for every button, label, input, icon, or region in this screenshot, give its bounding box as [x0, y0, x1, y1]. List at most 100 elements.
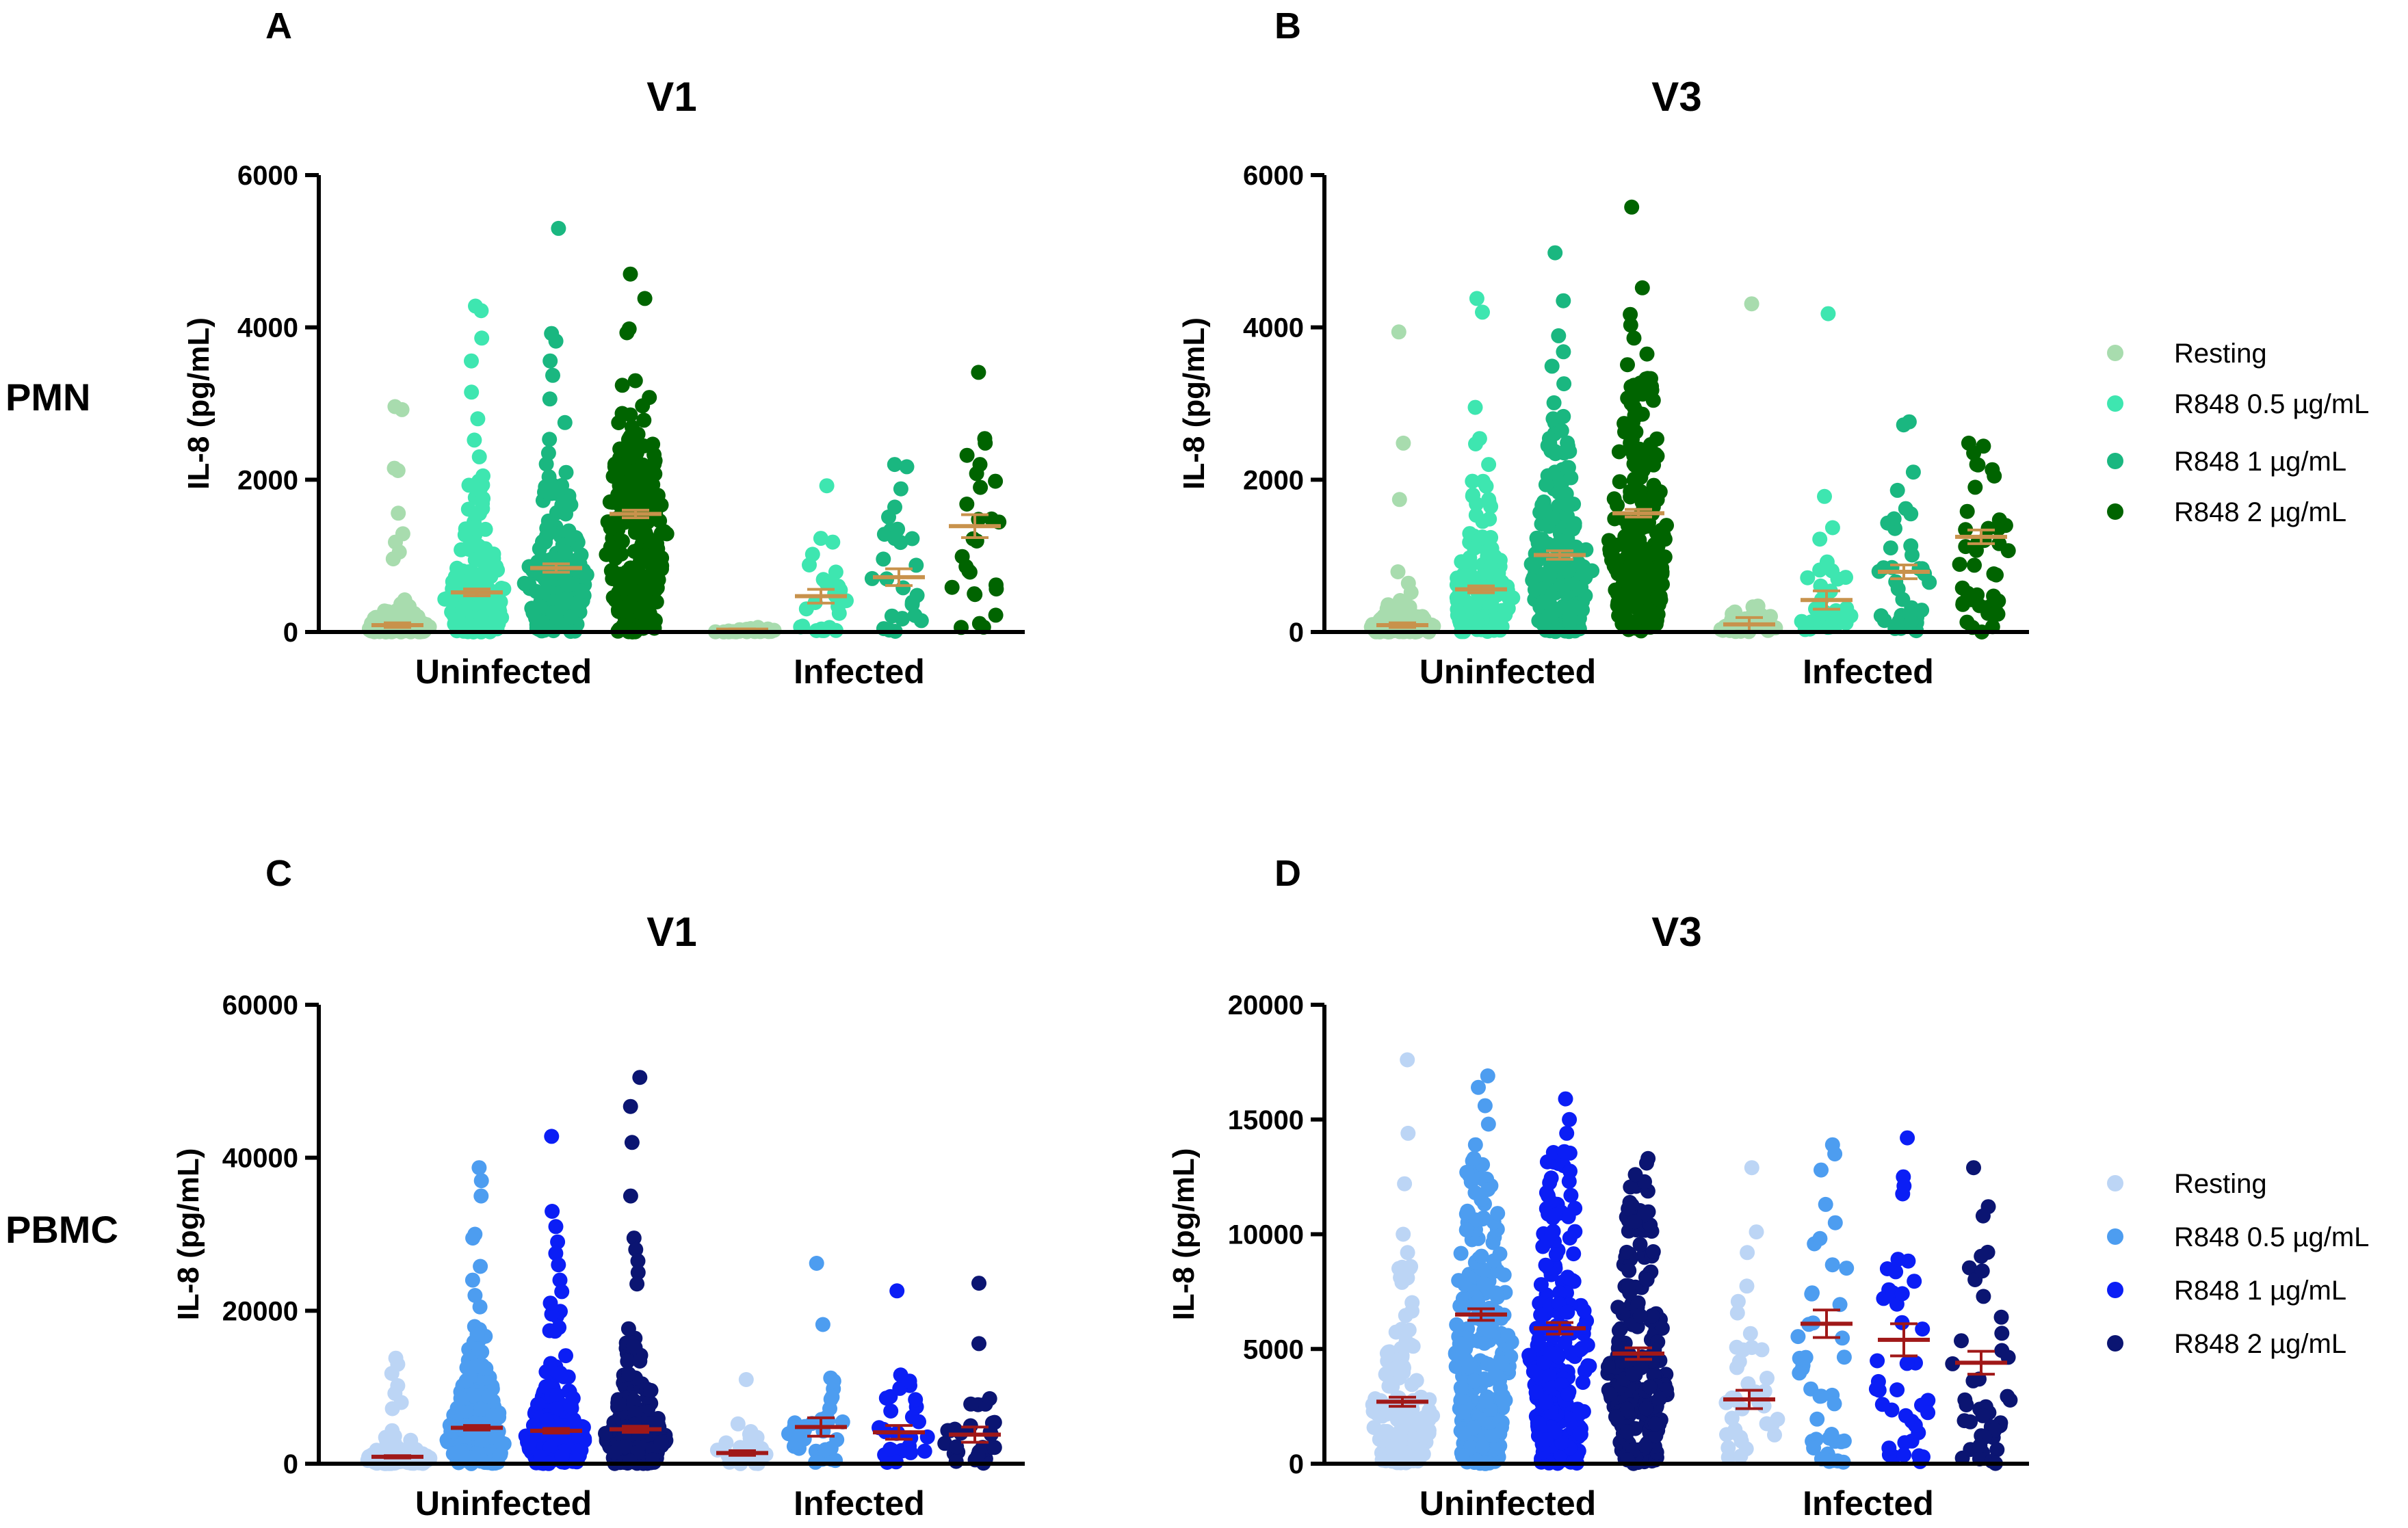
data-point — [969, 466, 984, 482]
data-point — [542, 1440, 558, 1455]
data-point — [1474, 1248, 1489, 1264]
data-point — [876, 551, 891, 567]
legend-top: Resting R848 0.5 µg/mL R848 1 µg/mL R848… — [2107, 339, 2369, 527]
data-point — [989, 581, 1004, 597]
y-tick-label: 15000 — [1228, 1105, 1304, 1135]
data-point — [1619, 1401, 1635, 1417]
data-point — [1538, 477, 1554, 492]
data-point — [488, 1430, 504, 1445]
data-point — [1576, 1303, 1592, 1319]
data-point — [1397, 1176, 1413, 1191]
data-point — [1744, 1160, 1759, 1176]
data-point — [611, 1397, 627, 1412]
data-point — [907, 607, 923, 623]
data-point — [899, 459, 915, 475]
y-tick-label: 2000 — [237, 465, 298, 495]
data-point — [1650, 590, 1666, 605]
data-point — [1744, 296, 1759, 312]
data-point — [1480, 1182, 1496, 1197]
data-point — [1559, 1125, 1575, 1141]
data-point — [904, 594, 920, 610]
data-point — [1645, 488, 1661, 504]
data-point — [1616, 596, 1632, 612]
data-point — [1986, 566, 2002, 581]
data-point — [1888, 1264, 1904, 1280]
data-point — [1409, 1373, 1424, 1388]
data-point — [1952, 557, 1967, 572]
data-point — [458, 1405, 473, 1421]
data-point — [1565, 1273, 1580, 1289]
data-point — [1559, 460, 1575, 475]
data-point — [1989, 1442, 2005, 1458]
data-point — [1533, 1277, 1549, 1293]
data-point — [550, 1234, 566, 1250]
legend-bottom: Resting R848 0.5 µg/mL R848 1 µg/mL R848… — [2107, 1169, 2369, 1359]
data-point — [554, 1448, 570, 1464]
data-point — [1639, 346, 1655, 362]
data-point — [540, 571, 556, 587]
data-point — [612, 462, 628, 477]
data-point — [1800, 570, 1816, 585]
panel-letter: D — [1274, 853, 1301, 894]
data-point — [1621, 1201, 1636, 1217]
data-point — [937, 1436, 953, 1451]
data-point — [466, 1388, 482, 1404]
data-point — [1544, 603, 1560, 619]
data-point — [718, 1435, 734, 1451]
x-group-label: Infected — [794, 653, 925, 691]
data-point — [884, 608, 900, 624]
legend-swatch-resting — [2107, 345, 2123, 361]
data-point — [464, 1272, 480, 1288]
data-point — [385, 551, 401, 567]
data-point — [623, 598, 638, 614]
legend-swatch-r848-1-pbmc — [2107, 1282, 2123, 1298]
y-tick-label: 6000 — [1243, 161, 1304, 191]
data-point — [1730, 1293, 1746, 1309]
data-point — [908, 1392, 924, 1408]
data-point — [1575, 1375, 1591, 1391]
data-point — [1558, 1091, 1573, 1107]
data-point — [1448, 1345, 1463, 1361]
data-point — [1636, 585, 1651, 601]
data-point — [1733, 1449, 1749, 1464]
data-point — [557, 414, 573, 430]
data-point — [624, 1135, 640, 1150]
data-point — [1621, 542, 1636, 557]
data-point — [1461, 1204, 1476, 1220]
data-point — [1575, 559, 1591, 575]
data-point — [904, 1409, 920, 1425]
data-point — [1955, 595, 1971, 611]
data-point — [1922, 575, 1937, 590]
data-point — [1475, 514, 1491, 529]
data-point — [516, 575, 532, 591]
data-point — [1880, 515, 1896, 531]
data-point — [625, 449, 640, 464]
data-point — [548, 1246, 564, 1261]
data-point — [1391, 324, 1406, 340]
data-point — [822, 1401, 837, 1417]
data-point — [1458, 1222, 1474, 1238]
data-point — [612, 441, 628, 457]
data-point — [982, 1391, 997, 1406]
data-point — [1806, 1440, 1822, 1455]
data-point — [473, 1173, 489, 1189]
legend-label-r848-0-5: R848 0.5 µg/mL — [2174, 389, 2369, 419]
data-point — [1393, 1321, 1409, 1337]
data-point — [1627, 1214, 1643, 1230]
data-point — [1453, 1380, 1469, 1395]
data-point — [828, 564, 843, 580]
data-point — [1634, 280, 1650, 295]
data-point — [1633, 609, 1648, 624]
data-point — [1463, 601, 1479, 616]
data-point — [971, 1276, 986, 1291]
data-point — [1900, 1130, 1915, 1146]
data-point — [1620, 357, 1635, 373]
data-point — [539, 484, 555, 499]
data-point — [638, 464, 653, 480]
data-point — [607, 551, 623, 566]
data-point — [1400, 1052, 1415, 1068]
x-group-label: Infected — [794, 1484, 925, 1523]
data-point — [1573, 1342, 1588, 1358]
data-point — [1477, 1098, 1493, 1114]
data-point — [1812, 531, 1828, 547]
